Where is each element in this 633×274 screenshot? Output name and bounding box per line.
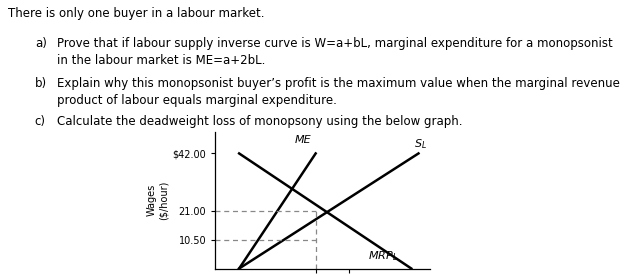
Text: ME: ME [294,135,311,145]
Text: $S_L$: $S_L$ [414,137,427,151]
Text: b): b) [35,77,47,90]
Text: There is only one buyer in a labour market.: There is only one buyer in a labour mark… [8,7,264,20]
Text: a): a) [35,37,47,50]
Text: Calculate the deadweight loss of monopsony using the below graph.: Calculate the deadweight loss of monopso… [57,115,463,128]
Y-axis label: Wages
(\$/hour): Wages (\$/hour) [147,180,168,220]
Text: $MRP_L$: $MRP_L$ [368,249,398,263]
Text: Explain why this monopsonist buyer’s profit is the maximum value when the margin: Explain why this monopsonist buyer’s pro… [57,77,620,107]
Text: c): c) [35,115,46,128]
Text: Prove that if labour supply inverse curve is W=a+bL, marginal expenditure for a : Prove that if labour supply inverse curv… [57,37,613,67]
